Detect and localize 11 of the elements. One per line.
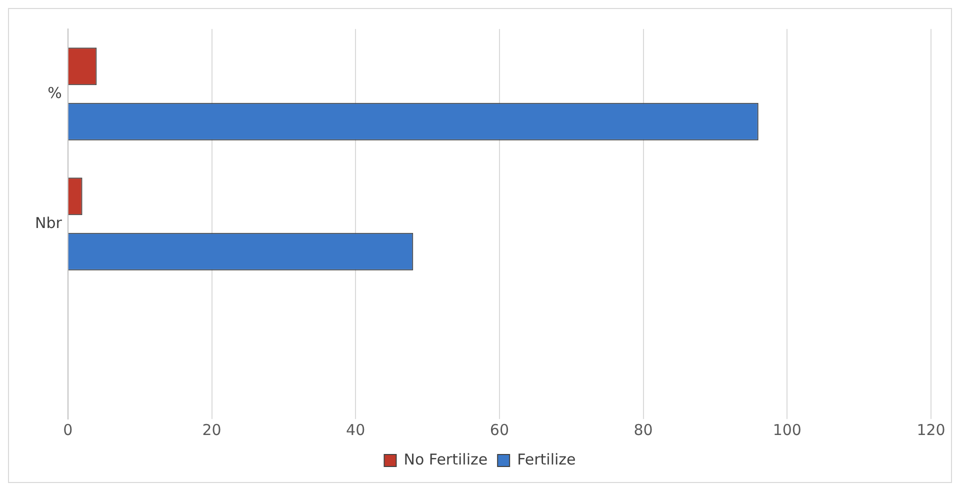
- y-tick-label: %: [48, 84, 62, 102]
- x-tick-label: 60: [490, 420, 509, 439]
- y-tick-label: Nbr: [34, 214, 63, 232]
- x-tick-label: 120: [916, 420, 946, 439]
- x-tick-label: 80: [634, 420, 653, 439]
- legend-label: Fertilize: [517, 450, 576, 468]
- legend-label: No Fertilize: [404, 450, 488, 468]
- x-tick-label: 20: [202, 420, 222, 439]
- x-tick-label: 100: [772, 420, 802, 439]
- x-tick-label: 40: [346, 420, 366, 439]
- x-tick-label: 0: [63, 420, 73, 439]
